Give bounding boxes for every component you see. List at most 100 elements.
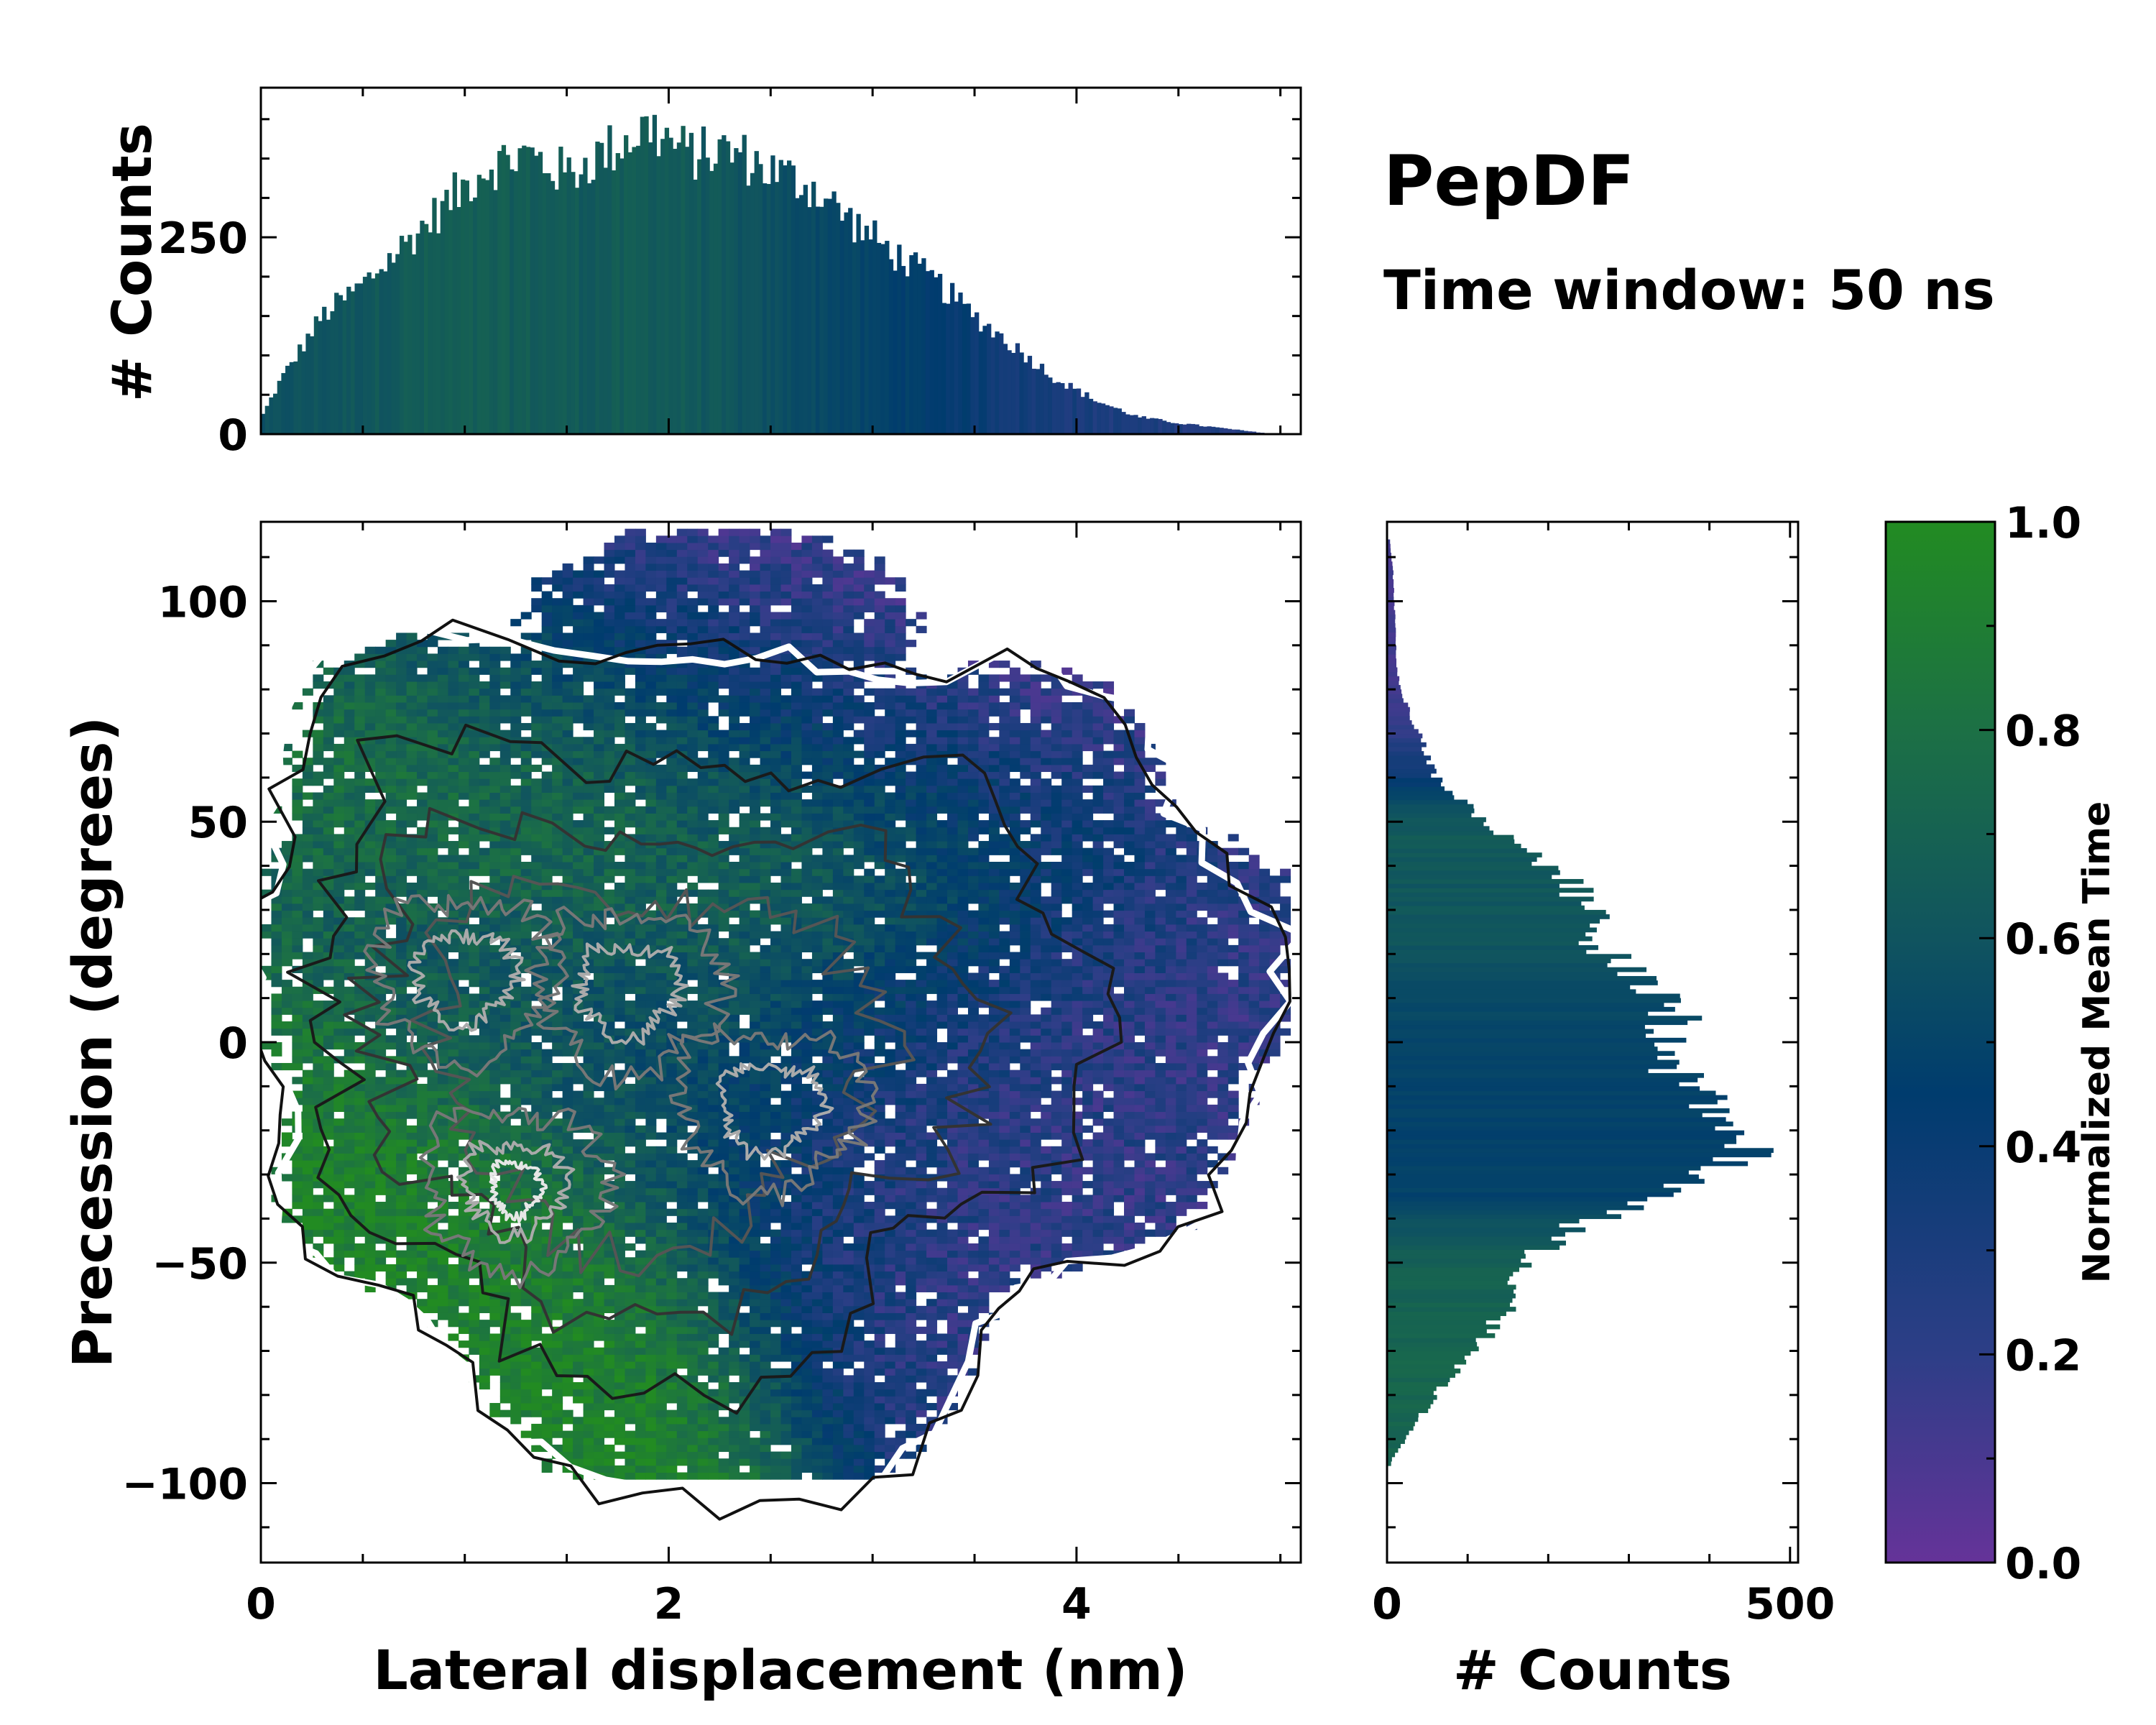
heatmap-cell (645, 813, 657, 821)
heatmap-cell (562, 917, 573, 925)
heatmap-cell (406, 722, 418, 731)
heatmap-cell (333, 764, 345, 773)
heatmap-cell (458, 758, 469, 765)
heatmap-cell (583, 1062, 594, 1071)
heatmap-cell (333, 1104, 345, 1113)
heatmap-cell (562, 1444, 573, 1453)
heatmap-cell (354, 1125, 366, 1133)
heatmap-cell (635, 598, 646, 606)
heatmap-cell (676, 1229, 688, 1237)
heatmap-cell (448, 882, 459, 891)
heatmap-cell (614, 1229, 625, 1237)
heatmap-cell (666, 667, 678, 675)
heatmap-cell (541, 604, 553, 612)
heatmap-cell (655, 986, 667, 994)
heatmap-cell (479, 702, 490, 710)
heatmap-cell (499, 827, 511, 834)
heatmap-cell (323, 959, 334, 967)
heatmap-cell (666, 1028, 678, 1036)
heatmap-cell (676, 612, 688, 620)
heatmap-cell (469, 1312, 480, 1320)
heatmap-cell (718, 1271, 729, 1279)
heatmap-cell (718, 1153, 729, 1161)
heatmap-cell (531, 1139, 543, 1147)
heatmap-cell (427, 792, 438, 800)
heatmap-cell (594, 716, 605, 724)
heatmap-cell (271, 959, 282, 967)
heatmap-cell (552, 1430, 563, 1438)
heatmap-cell (458, 882, 469, 891)
heatmap-cell (625, 1458, 636, 1466)
heatmap-cell (406, 1208, 418, 1216)
heatmap-cell (676, 1354, 688, 1362)
heatmap-cell (364, 806, 376, 814)
top-histogram-bar (762, 183, 768, 434)
heatmap-cell (354, 841, 366, 849)
heatmap-cell (687, 556, 699, 564)
heatmap-cell (489, 917, 501, 925)
heatmap-cell (645, 834, 657, 842)
heatmap-cell (489, 730, 501, 737)
heatmap-cell (354, 938, 366, 946)
heatmap-cell (666, 625, 678, 633)
heatmap-cell (666, 1243, 678, 1251)
heatmap-cell (489, 1146, 501, 1154)
heatmap-cell (292, 855, 303, 862)
heatmap-cell (718, 1021, 729, 1029)
top-histogram-bar (481, 178, 486, 434)
heatmap-cell (676, 737, 688, 745)
heatmap-cell (594, 1333, 605, 1341)
heatmap-cell (604, 1146, 615, 1154)
heatmap-cell (708, 1417, 719, 1425)
heatmap-cell (655, 1389, 667, 1397)
heatmap-cell (583, 1139, 594, 1147)
heatmap-cell (573, 882, 584, 891)
heatmap-cell (385, 944, 397, 953)
heatmap-cell (520, 889, 532, 897)
heatmap-cell (635, 702, 646, 710)
top-histogram-bar (900, 266, 906, 434)
heatmap-cell (458, 855, 469, 862)
heatmap-cell (313, 1098, 324, 1105)
heatmap-cell (625, 535, 636, 543)
top-histogram-bar (1243, 431, 1248, 434)
heatmap-cell (562, 695, 573, 703)
heatmap-cell (499, 1014, 511, 1022)
heatmap-cell (313, 709, 324, 717)
heatmap-cell (552, 917, 563, 925)
heatmap-cell (354, 882, 366, 891)
heatmap-cell (520, 1354, 532, 1362)
heatmap-cell (469, 827, 480, 834)
heatmap-cell (417, 1035, 428, 1043)
heatmap-cell (437, 959, 448, 967)
heatmap-cell (333, 709, 345, 717)
heatmap-cell (604, 1333, 615, 1341)
heatmap-cell (323, 1077, 334, 1085)
heatmap-cell (261, 868, 272, 876)
heatmap-cell (562, 980, 573, 988)
heatmap-cell (385, 1250, 397, 1258)
heatmap-cell (614, 889, 625, 897)
heatmap-cell (354, 952, 366, 960)
heatmap-cell (676, 1292, 688, 1300)
heatmap-cell (676, 661, 688, 668)
heatmap-cell (573, 1368, 584, 1376)
heatmap-cell (406, 1021, 418, 1029)
heatmap-cell (323, 743, 334, 752)
heatmap-cell (531, 1361, 543, 1369)
heatmap-cell (708, 903, 719, 911)
heatmap-cell (510, 702, 522, 710)
heatmap-cell (344, 965, 355, 973)
heatmap-cell (427, 965, 438, 973)
heatmap-cell (583, 1451, 594, 1459)
heatmap-cell (489, 875, 501, 883)
heatmap-cell (697, 1333, 709, 1341)
heatmap-cell (541, 1361, 553, 1369)
top-histogram-bar (362, 277, 368, 434)
heatmap-cell (520, 1035, 532, 1043)
heatmap-cell (552, 1035, 563, 1043)
heatmap-cell (427, 681, 438, 689)
heatmap-cell (729, 1118, 740, 1126)
heatmap-cell (708, 910, 719, 918)
heatmap-cell (729, 1215, 740, 1223)
